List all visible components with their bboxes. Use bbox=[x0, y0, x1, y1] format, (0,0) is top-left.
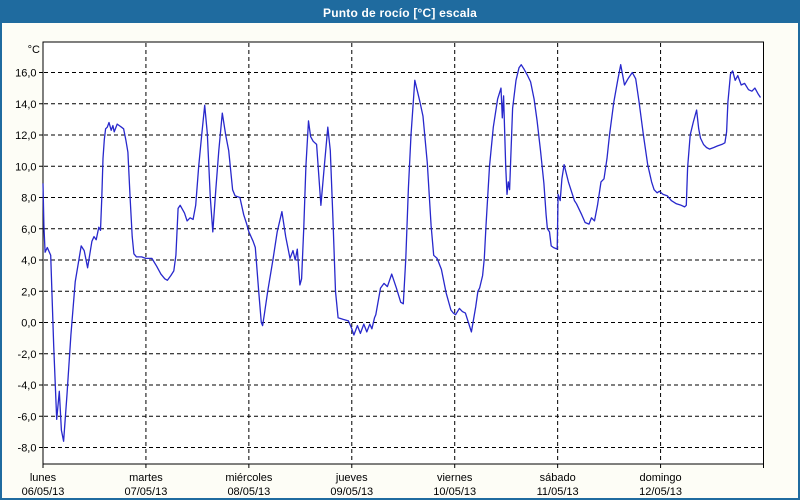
x-date-label: 09/05/13 bbox=[330, 486, 373, 498]
y-tick-label: -4,0 bbox=[18, 380, 37, 392]
y-tick-label: 10,0 bbox=[15, 161, 36, 173]
dewpoint-chart-svg: 16,0 14,0 12,0 10,0 8,0 6,0 4,0 2,0 0,0 -2,0 -4,0 -… bbox=[15, 41, 764, 498]
x-date-label: 11/05/13 bbox=[537, 486, 579, 498]
x-day-label: lunes bbox=[30, 472, 57, 484]
x-axis-labels: lunes 06/05/13 martes 07/05/13 miércoles 08/0… bbox=[22, 472, 682, 498]
x-date-label: 06/05/13 bbox=[22, 486, 65, 498]
x-gridlines bbox=[145, 43, 662, 463]
y-tick-label: 16,0 bbox=[15, 68, 36, 80]
y-tick-label: 8,0 bbox=[21, 193, 36, 205]
y-axis-labels: 16,0 14,0 12,0 10,0 8,0 6,0 4,0 2,0 0,0 -2,0 -4,0 -… bbox=[15, 68, 36, 455]
y-tick-label: 2,0 bbox=[21, 286, 36, 298]
x-day-label: martes bbox=[129, 472, 163, 484]
x-day-label: sábado bbox=[540, 472, 576, 484]
x-date-label: 12/05/13 bbox=[639, 486, 682, 498]
y-gridlines bbox=[44, 72, 763, 448]
x-tick-marks bbox=[42, 464, 764, 468]
y-tick-label: 12,0 bbox=[15, 130, 36, 142]
y-tick-label: -2,0 bbox=[18, 349, 37, 361]
dewpoint-chart-canvas[interactable]: 16,0 14,0 12,0 10,0 8,0 6,0 4,0 2,0 0,0 -2,0 -4,0 -… bbox=[2, 23, 798, 498]
x-day-label: miércoles bbox=[225, 472, 273, 484]
y-tick-label: -8,0 bbox=[18, 443, 37, 455]
window-title: Punto de rocío [°C] escala bbox=[322, 5, 478, 20]
x-date-label: 08/05/13 bbox=[227, 486, 270, 498]
x-day-label: viernes bbox=[437, 472, 473, 484]
y-tick-label: -6,0 bbox=[18, 411, 37, 423]
y-tick-marks bbox=[39, 72, 43, 448]
window-titlebar: Punto de rocío [°C] escala bbox=[2, 2, 798, 23]
x-day-label: jueves bbox=[335, 472, 368, 484]
dewpoint-line bbox=[42, 64, 762, 442]
x-date-label: 07/05/13 bbox=[125, 486, 168, 498]
y-tick-label: 14,0 bbox=[15, 99, 36, 111]
y-tick-label: 4,0 bbox=[21, 255, 36, 267]
x-date-label: 10/05/13 bbox=[433, 486, 476, 498]
y-axis-unit-label: °C bbox=[28, 44, 40, 56]
x-day-label: domingo bbox=[639, 472, 681, 484]
plot-area bbox=[42, 41, 764, 465]
y-tick-label: 6,0 bbox=[21, 224, 36, 236]
y-tick-label: 0,0 bbox=[21, 318, 36, 330]
